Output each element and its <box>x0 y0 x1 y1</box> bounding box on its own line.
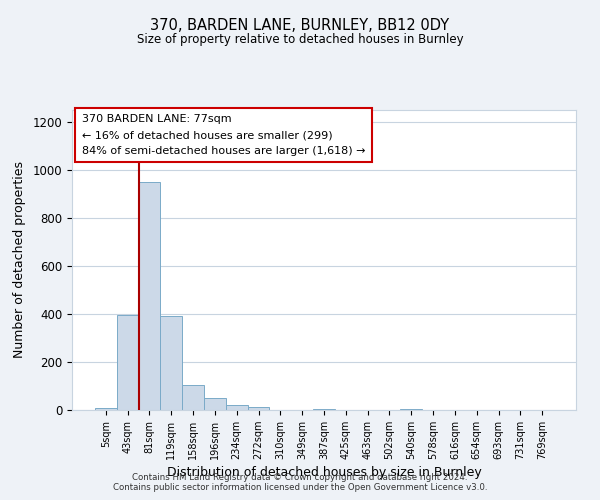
Bar <box>313 409 335 410</box>
Y-axis label: Number of detached properties: Number of detached properties <box>13 162 26 358</box>
Bar <box>139 182 160 410</box>
Bar <box>204 398 226 410</box>
Text: Contains public sector information licensed under the Open Government Licence v3: Contains public sector information licen… <box>113 484 487 492</box>
Bar <box>160 316 182 410</box>
Text: 370 BARDEN LANE: 77sqm
← 16% of detached houses are smaller (299)
84% of semi-de: 370 BARDEN LANE: 77sqm ← 16% of detached… <box>82 114 365 156</box>
Text: Contains HM Land Registry data © Crown copyright and database right 2024.: Contains HM Land Registry data © Crown c… <box>132 474 468 482</box>
Bar <box>226 404 248 410</box>
Bar <box>95 408 117 410</box>
Bar <box>248 407 269 410</box>
Bar <box>400 409 422 410</box>
Text: 370, BARDEN LANE, BURNLEY, BB12 0DY: 370, BARDEN LANE, BURNLEY, BB12 0DY <box>151 18 449 32</box>
Text: Size of property relative to detached houses in Burnley: Size of property relative to detached ho… <box>137 32 463 46</box>
Bar <box>117 315 139 410</box>
Bar <box>182 385 204 410</box>
X-axis label: Distribution of detached houses by size in Burnley: Distribution of detached houses by size … <box>167 466 481 479</box>
